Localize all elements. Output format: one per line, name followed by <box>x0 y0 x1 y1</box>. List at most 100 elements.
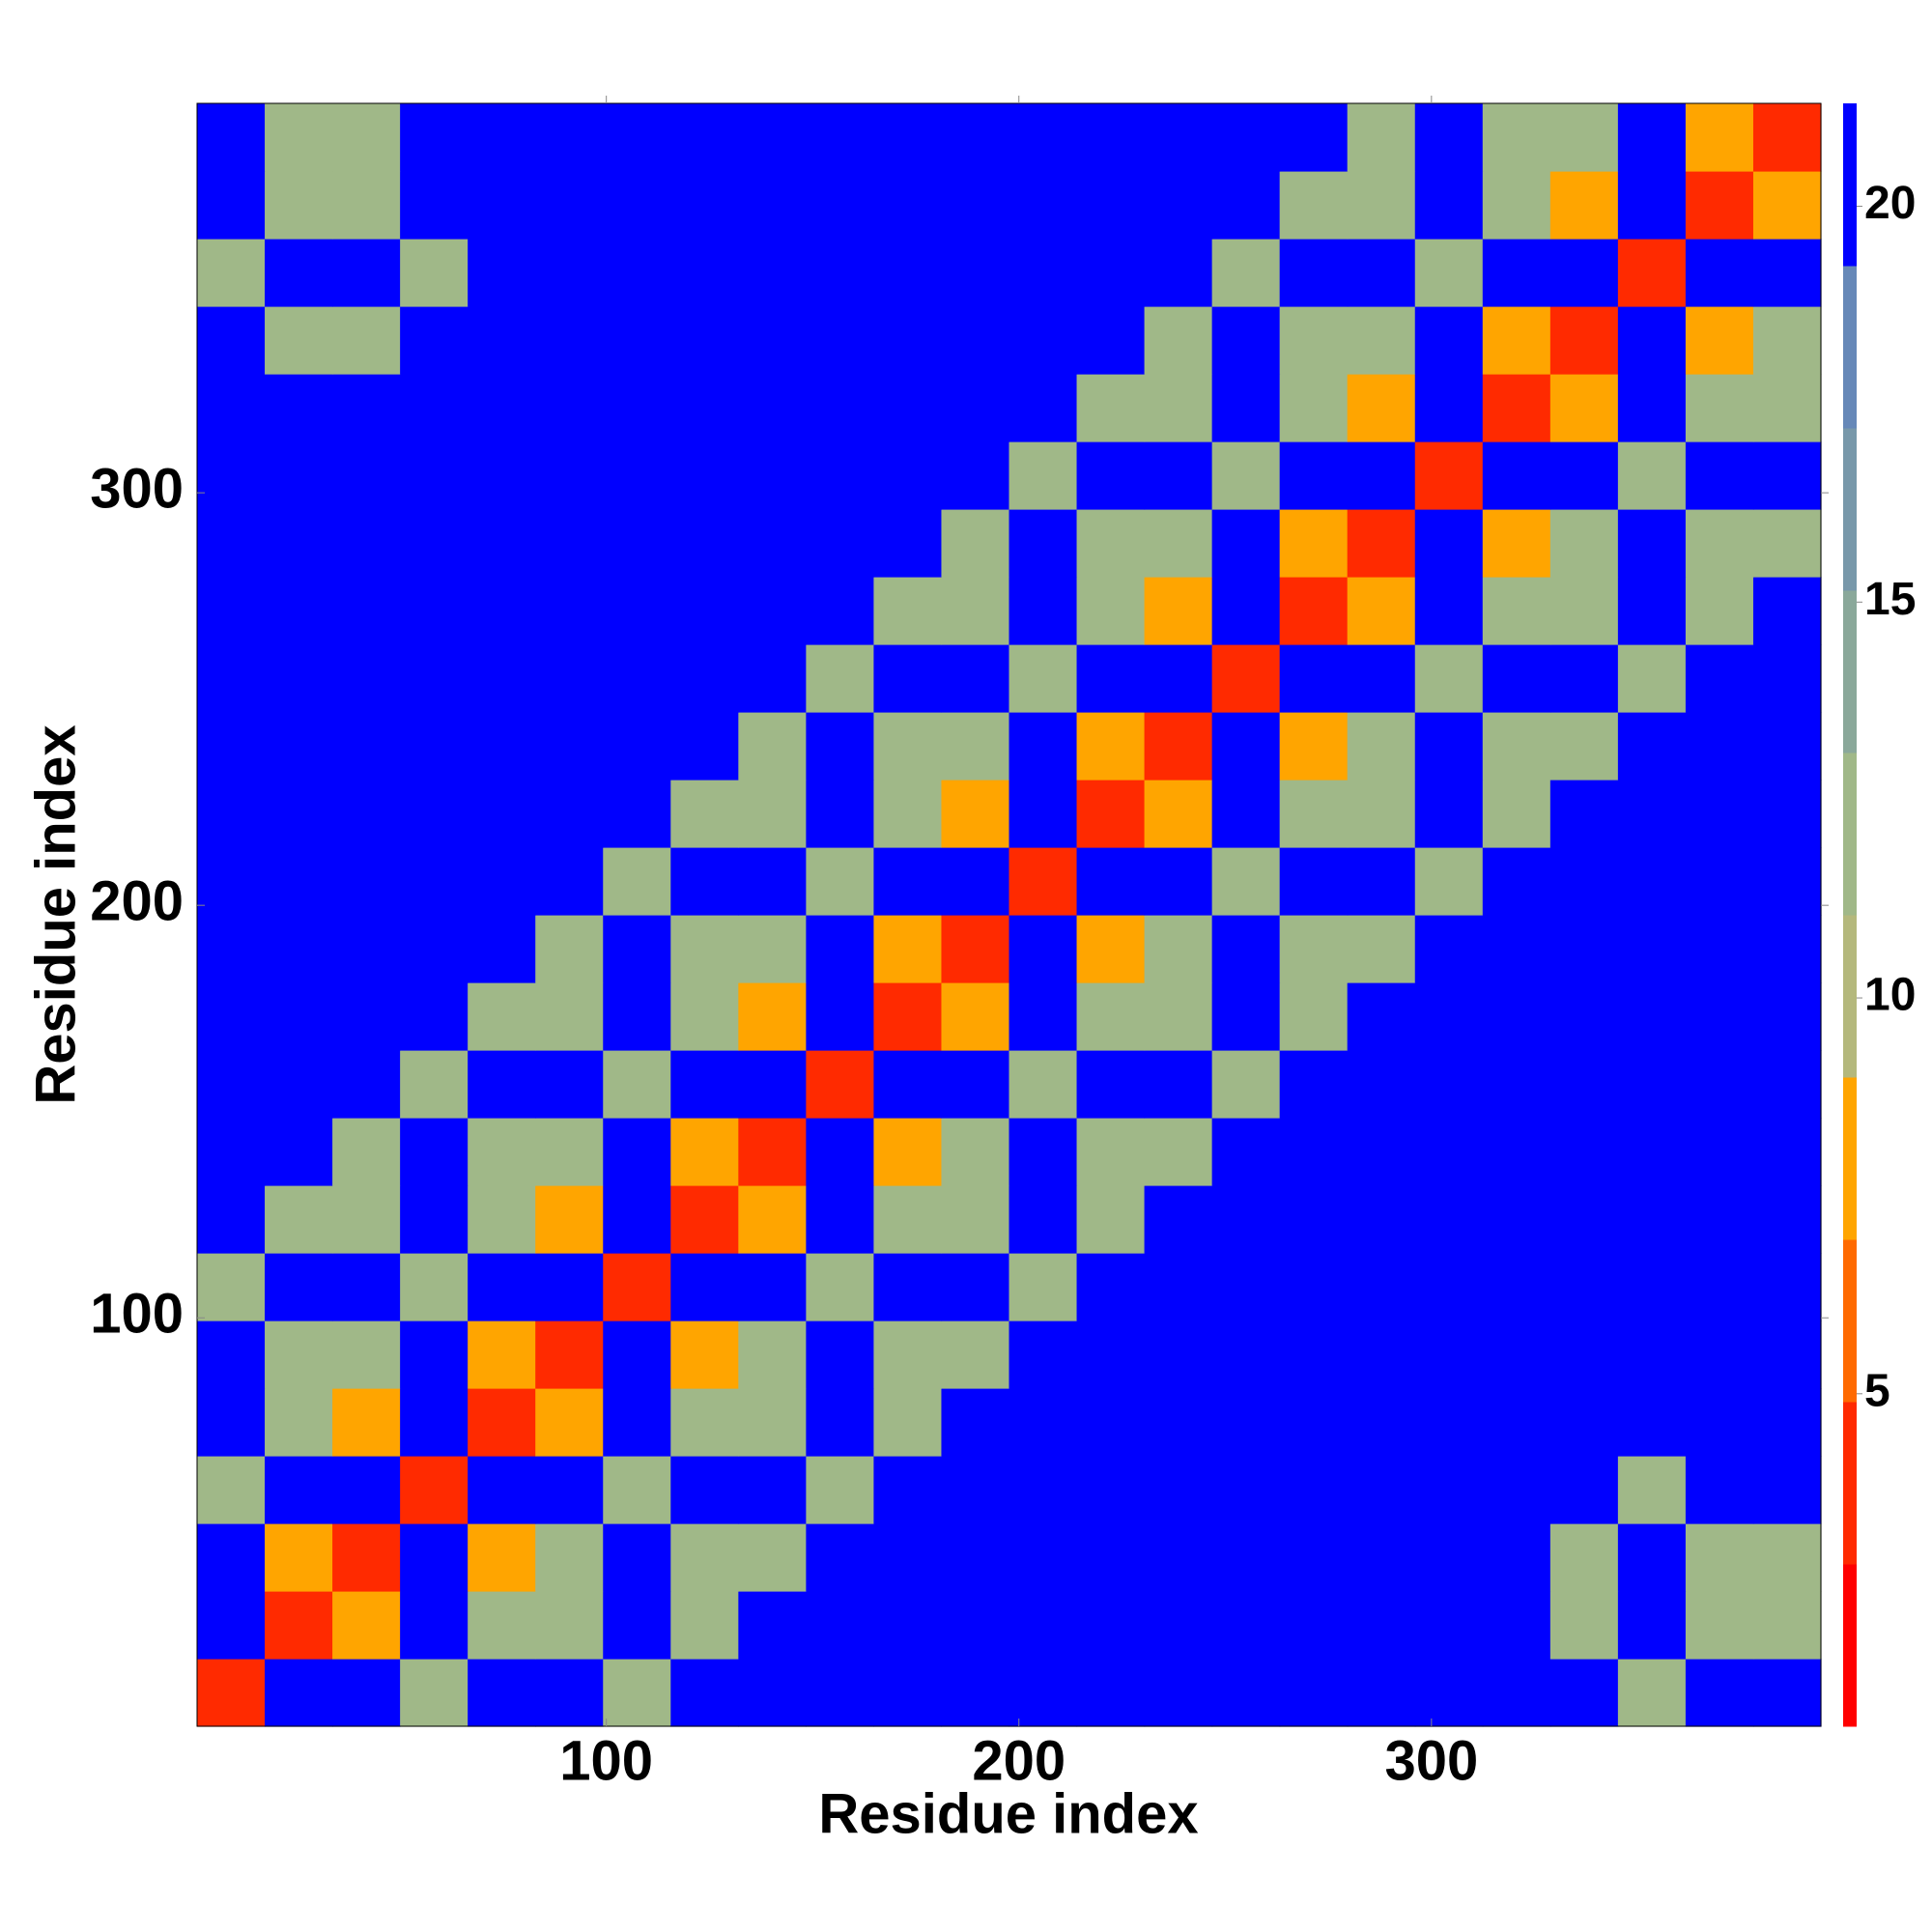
heatmap-cell <box>265 712 333 781</box>
heatmap-cell <box>332 1321 401 1389</box>
heatmap-cell <box>1009 171 1078 240</box>
heatmap-cell <box>1414 915 1484 983</box>
heatmap-cell <box>1144 103 1213 172</box>
heatmap-cell <box>1617 1591 1687 1660</box>
heatmap-cell <box>941 374 1010 442</box>
heatmap-cell <box>332 239 401 307</box>
heatmap-cell <box>1482 780 1551 848</box>
heatmap-cell <box>1144 982 1213 1051</box>
heatmap-cell <box>1482 306 1551 375</box>
heatmap-cell <box>1076 1659 1146 1727</box>
heatmap-cell <box>332 1118 401 1186</box>
heatmap-cell <box>1009 1321 1078 1389</box>
heatmap-cell <box>1279 577 1349 645</box>
heatmap-cell <box>670 1050 739 1119</box>
heatmap-cell <box>806 239 875 307</box>
heatmap-cell <box>1009 509 1078 578</box>
heatmap-cell <box>332 1050 401 1119</box>
heatmap-cell <box>1144 644 1213 713</box>
heatmap-cell <box>1414 712 1484 781</box>
heatmap-cell <box>1279 1253 1349 1321</box>
heatmap-cell <box>265 780 333 848</box>
heatmap-cell <box>738 1321 807 1389</box>
heatmap-cell <box>1279 171 1349 240</box>
heatmap-cell <box>468 847 536 916</box>
heatmap-cell <box>873 103 943 172</box>
heatmap-cell <box>1482 441 1551 510</box>
heatmap-cell <box>468 982 536 1051</box>
heatmap-cell <box>535 1050 604 1119</box>
heatmap-cell <box>1279 982 1349 1051</box>
heatmap-cell <box>603 509 671 578</box>
heatmap-cell <box>1685 712 1754 781</box>
heatmap-cell <box>738 1591 807 1660</box>
heatmap-cell <box>1549 1253 1619 1321</box>
heatmap-cell <box>468 1456 536 1524</box>
heatmap-cell <box>535 1523 604 1592</box>
heatmap-cell <box>332 577 401 645</box>
heatmap-cell <box>400 1253 469 1321</box>
heatmap-cell <box>197 780 266 848</box>
heatmap-cell <box>1279 915 1349 983</box>
heatmap-cell <box>1076 103 1146 172</box>
heatmap-cell <box>1617 306 1687 375</box>
heatmap-cell <box>468 1185 536 1254</box>
heatmap-cell <box>1414 1185 1484 1254</box>
heatmap-cell <box>806 1388 875 1457</box>
heatmap-cell <box>400 103 469 172</box>
heatmap-cell <box>197 374 266 442</box>
heatmap-cell <box>873 509 943 578</box>
heatmap-cell <box>738 1050 807 1119</box>
heatmap-cell <box>738 1253 807 1321</box>
heatmap-cell <box>738 982 807 1051</box>
heatmap-cell <box>670 644 739 713</box>
heatmap-cell <box>1279 712 1349 781</box>
heatmap-cell <box>1211 103 1281 172</box>
heatmap-cell <box>468 509 536 578</box>
heatmap-cell <box>1752 1118 1822 1186</box>
heatmap-cell <box>670 780 739 848</box>
heatmap-cell <box>1279 1321 1349 1389</box>
heatmap-cell <box>468 374 536 442</box>
heatmap-cell <box>1009 712 1078 781</box>
heatmap-cell <box>1144 1185 1213 1254</box>
heatmap-cell <box>1347 1523 1416 1592</box>
heatmap-cell <box>603 1388 671 1457</box>
heatmap-cell <box>1685 982 1754 1051</box>
heatmap-cell <box>738 847 807 916</box>
heatmap-cell <box>1414 847 1484 916</box>
heatmap-cell <box>1482 982 1551 1051</box>
heatmap-cell <box>1752 982 1822 1051</box>
heatmap-cell <box>1009 644 1078 713</box>
heatmap-cell <box>873 1185 943 1254</box>
heatmap-cell <box>1279 374 1349 442</box>
heatmap-cell <box>535 915 604 983</box>
heatmap-cell <box>1685 509 1754 578</box>
heatmap-cell <box>400 374 469 442</box>
colorbar-segment <box>1843 1402 1857 1565</box>
heatmap-cell <box>1414 239 1484 307</box>
heatmap-cell <box>1347 1591 1416 1660</box>
colorbar-segment <box>1843 1239 1857 1403</box>
heatmap-cell <box>1144 1456 1213 1524</box>
heatmap-cell <box>1617 1321 1687 1389</box>
heatmap-cell <box>535 982 604 1051</box>
heatmap-cell <box>1211 915 1281 983</box>
heatmap-cell <box>1752 1321 1822 1389</box>
heatmap-cell <box>1144 1321 1213 1389</box>
heatmap-cell <box>1009 847 1078 916</box>
heatmap-cell <box>1685 441 1754 510</box>
heatmap-cell <box>806 103 875 172</box>
heatmap-cell <box>468 1118 536 1186</box>
heatmap-cell <box>1347 1456 1416 1524</box>
heatmap-cell <box>738 374 807 442</box>
heatmap-cell <box>1279 1659 1349 1727</box>
heatmap-cell <box>1482 509 1551 578</box>
heatmap-cell <box>468 1591 536 1660</box>
heatmap-cell <box>806 306 875 375</box>
heatmap-cell <box>806 577 875 645</box>
x-tick-label: 300 <box>1384 1729 1478 1792</box>
heatmap-cell <box>603 644 671 713</box>
heatmap-cell <box>806 1118 875 1186</box>
heatmap-cell <box>265 1050 333 1119</box>
